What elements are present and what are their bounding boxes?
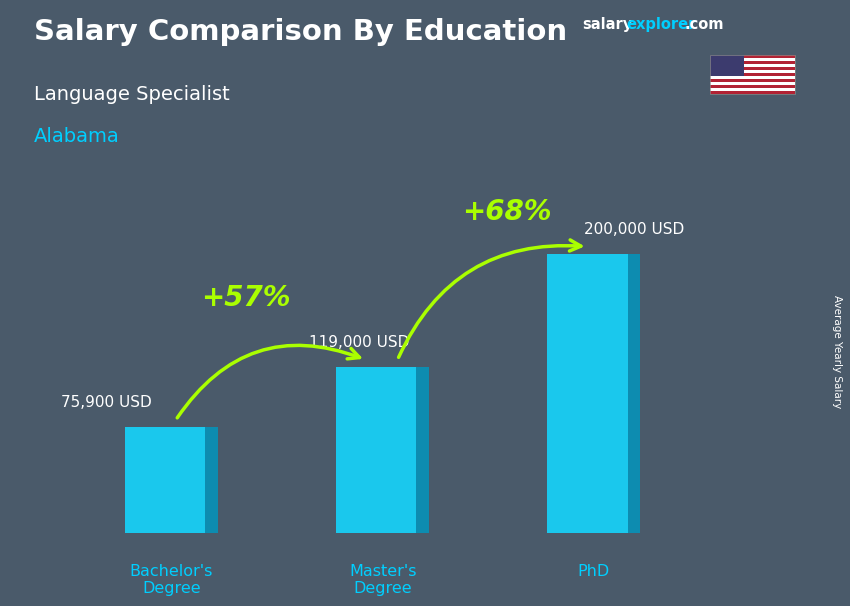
Bar	[710, 70, 795, 73]
Bar	[710, 55, 744, 76]
Bar	[710, 73, 795, 76]
Text: salary: salary	[582, 17, 632, 32]
Text: Bachelor's
Degree: Bachelor's Degree	[130, 564, 213, 596]
Polygon shape	[416, 367, 429, 533]
Text: 119,000 USD: 119,000 USD	[309, 335, 410, 350]
Bar	[710, 67, 795, 70]
Text: .com: .com	[684, 17, 723, 32]
Bar	[710, 55, 795, 58]
Bar	[710, 61, 795, 64]
Text: +57%: +57%	[201, 284, 290, 312]
Text: PhD: PhD	[578, 564, 610, 579]
Bar	[710, 76, 795, 79]
Text: Alabama: Alabama	[34, 127, 120, 146]
Bar	[710, 64, 795, 67]
Bar	[125, 427, 205, 533]
Bar	[547, 253, 627, 533]
Text: +68%: +68%	[462, 198, 552, 225]
Text: 75,900 USD: 75,900 USD	[60, 395, 151, 410]
Bar	[710, 82, 795, 85]
Text: Master's
Degree: Master's Degree	[348, 564, 416, 596]
Bar	[710, 88, 795, 91]
Bar	[710, 58, 795, 61]
Bar	[337, 367, 416, 533]
Text: Average Yearly Salary: Average Yearly Salary	[832, 295, 842, 408]
Text: explorer: explorer	[626, 17, 696, 32]
Bar	[710, 79, 795, 82]
Polygon shape	[627, 253, 640, 533]
Polygon shape	[205, 427, 218, 533]
Bar	[710, 91, 795, 94]
Bar	[710, 85, 795, 88]
Text: Language Specialist: Language Specialist	[34, 85, 230, 104]
Text: 200,000 USD: 200,000 USD	[584, 222, 684, 237]
Text: Salary Comparison By Education: Salary Comparison By Education	[34, 18, 567, 46]
